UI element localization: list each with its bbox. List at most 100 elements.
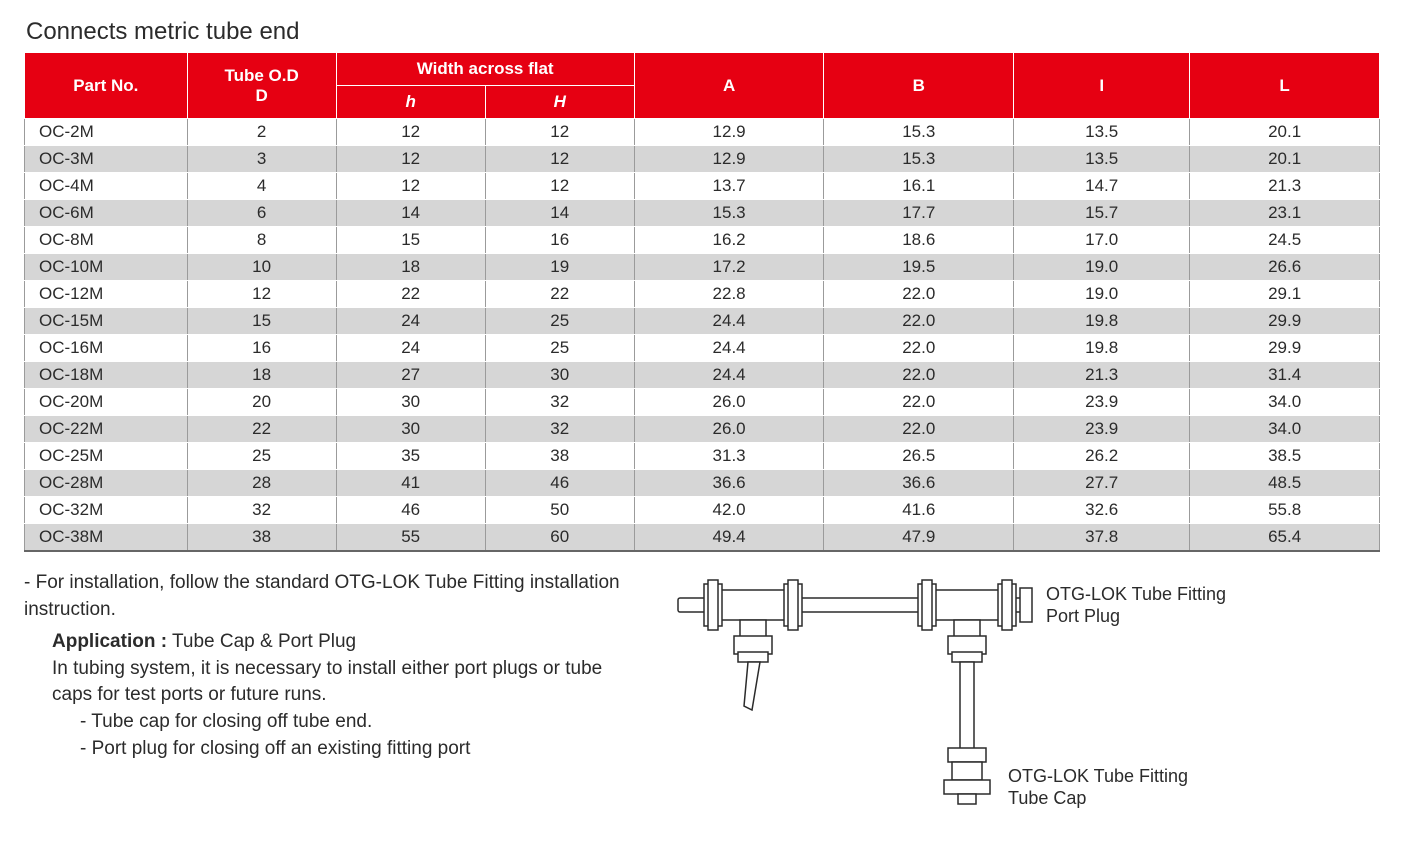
cell-h: 46: [336, 497, 485, 524]
app-label: Application :: [52, 631, 167, 652]
cell-d: 10: [187, 254, 336, 281]
diagram-wrap: OTG-LOK Tube FittingPort Plug OTG-LOK Tu…: [648, 570, 1380, 830]
cell-h: 24: [336, 308, 485, 335]
cell-B: 26.5: [824, 443, 1014, 470]
cell-H: 25: [485, 335, 634, 362]
table-row: OC-15M15242524.422.019.829.9: [25, 308, 1380, 335]
label-port-plug: OTG-LOK Tube FittingPort Plug: [1046, 584, 1226, 627]
cell-B: 22.0: [824, 362, 1014, 389]
cell-A: 31.3: [634, 443, 824, 470]
table-row: OC-32M32465042.041.632.655.8: [25, 497, 1380, 524]
label-tube-cap: OTG-LOK Tube FittingTube Cap: [1008, 766, 1188, 809]
cell-H: 12: [485, 173, 634, 200]
cell-H: 32: [485, 389, 634, 416]
cell-I: 19.8: [1014, 335, 1190, 362]
th-a: A: [634, 53, 824, 119]
cell-d: 12: [187, 281, 336, 308]
cell-I: 19.0: [1014, 281, 1190, 308]
cell-L: 34.0: [1190, 416, 1380, 443]
cell-L: 20.1: [1190, 119, 1380, 146]
cell-d: 25: [187, 443, 336, 470]
table-row: OC-22M22303226.022.023.934.0: [25, 416, 1380, 443]
note-application: Application : Tube Cap & Port Plug In tu…: [52, 629, 624, 709]
cell-H: 19: [485, 254, 634, 281]
cell-B: 17.7: [824, 200, 1014, 227]
spec-table: Part No. Tube O.D D Width across flat A …: [24, 52, 1380, 552]
cell-pn: OC-8M: [25, 227, 188, 254]
cell-B: 16.1: [824, 173, 1014, 200]
cell-pn: OC-20M: [25, 389, 188, 416]
cell-h: 14: [336, 200, 485, 227]
table-row: OC-28M28414636.636.627.748.5: [25, 470, 1380, 497]
cell-pn: OC-10M: [25, 254, 188, 281]
cell-A: 22.8: [634, 281, 824, 308]
cell-I: 37.8: [1014, 524, 1190, 552]
table-row: OC-20M20303226.022.023.934.0: [25, 389, 1380, 416]
cell-I: 32.6: [1014, 497, 1190, 524]
cell-A: 36.6: [634, 470, 824, 497]
note-bullet-1: - Tube cap for closing off tube end.: [80, 709, 624, 736]
cell-B: 22.0: [824, 308, 1014, 335]
cell-d: 2: [187, 119, 336, 146]
cell-h: 12: [336, 146, 485, 173]
cell-B: 41.6: [824, 497, 1014, 524]
cell-d: 4: [187, 173, 336, 200]
cell-h: 30: [336, 416, 485, 443]
cell-pn: OC-38M: [25, 524, 188, 552]
cell-pn: OC-4M: [25, 173, 188, 200]
cell-L: 29.1: [1190, 281, 1380, 308]
cell-pn: OC-28M: [25, 470, 188, 497]
cell-L: 29.9: [1190, 308, 1380, 335]
cell-L: 31.4: [1190, 362, 1380, 389]
cell-h: 27: [336, 362, 485, 389]
cell-L: 34.0: [1190, 389, 1380, 416]
cell-L: 26.6: [1190, 254, 1380, 281]
cell-pn: OC-15M: [25, 308, 188, 335]
table-row: OC-16M16242524.422.019.829.9: [25, 335, 1380, 362]
cell-pn: OC-16M: [25, 335, 188, 362]
table-row: OC-4M4121213.716.114.721.3: [25, 173, 1380, 200]
cell-I: 15.7: [1014, 200, 1190, 227]
th-l: L: [1190, 53, 1380, 119]
cell-h: 22: [336, 281, 485, 308]
cell-B: 22.0: [824, 281, 1014, 308]
cell-H: 16: [485, 227, 634, 254]
table-row: OC-10M10181917.219.519.026.6: [25, 254, 1380, 281]
table-row: OC-6M6141415.317.715.723.1: [25, 200, 1380, 227]
cell-A: 15.3: [634, 200, 824, 227]
cell-I: 14.7: [1014, 173, 1190, 200]
th-i: I: [1014, 53, 1190, 119]
th-tube-od-bottom: D: [255, 86, 267, 105]
cell-d: 3: [187, 146, 336, 173]
cell-d: 20: [187, 389, 336, 416]
cell-h: 18: [336, 254, 485, 281]
cell-I: 13.5: [1014, 146, 1190, 173]
app-body: In tubing system, it is necessary to ins…: [52, 658, 602, 706]
cell-d: 22: [187, 416, 336, 443]
note-bullet-2: - Port plug for closing off an existing …: [80, 736, 624, 763]
th-h-upper: H: [485, 86, 634, 119]
cell-B: 15.3: [824, 146, 1014, 173]
cell-I: 13.5: [1014, 119, 1190, 146]
cell-pn: OC-6M: [25, 200, 188, 227]
cell-A: 17.2: [634, 254, 824, 281]
cell-H: 12: [485, 146, 634, 173]
cell-B: 22.0: [824, 335, 1014, 362]
table-row: OC-8M8151616.218.617.024.5: [25, 227, 1380, 254]
cell-B: 22.0: [824, 416, 1014, 443]
table-header: Part No. Tube O.D D Width across flat A …: [25, 53, 1380, 119]
cell-L: 21.3: [1190, 173, 1380, 200]
cell-h: 12: [336, 173, 485, 200]
cell-H: 14: [485, 200, 634, 227]
cell-B: 19.5: [824, 254, 1014, 281]
cell-h: 55: [336, 524, 485, 552]
cell-d: 16: [187, 335, 336, 362]
cell-d: 15: [187, 308, 336, 335]
cell-L: 65.4: [1190, 524, 1380, 552]
cell-pn: OC-12M: [25, 281, 188, 308]
table-row: OC-12M12222222.822.019.029.1: [25, 281, 1380, 308]
cell-A: 16.2: [634, 227, 824, 254]
cell-I: 17.0: [1014, 227, 1190, 254]
cell-L: 23.1: [1190, 200, 1380, 227]
cell-h: 15: [336, 227, 485, 254]
